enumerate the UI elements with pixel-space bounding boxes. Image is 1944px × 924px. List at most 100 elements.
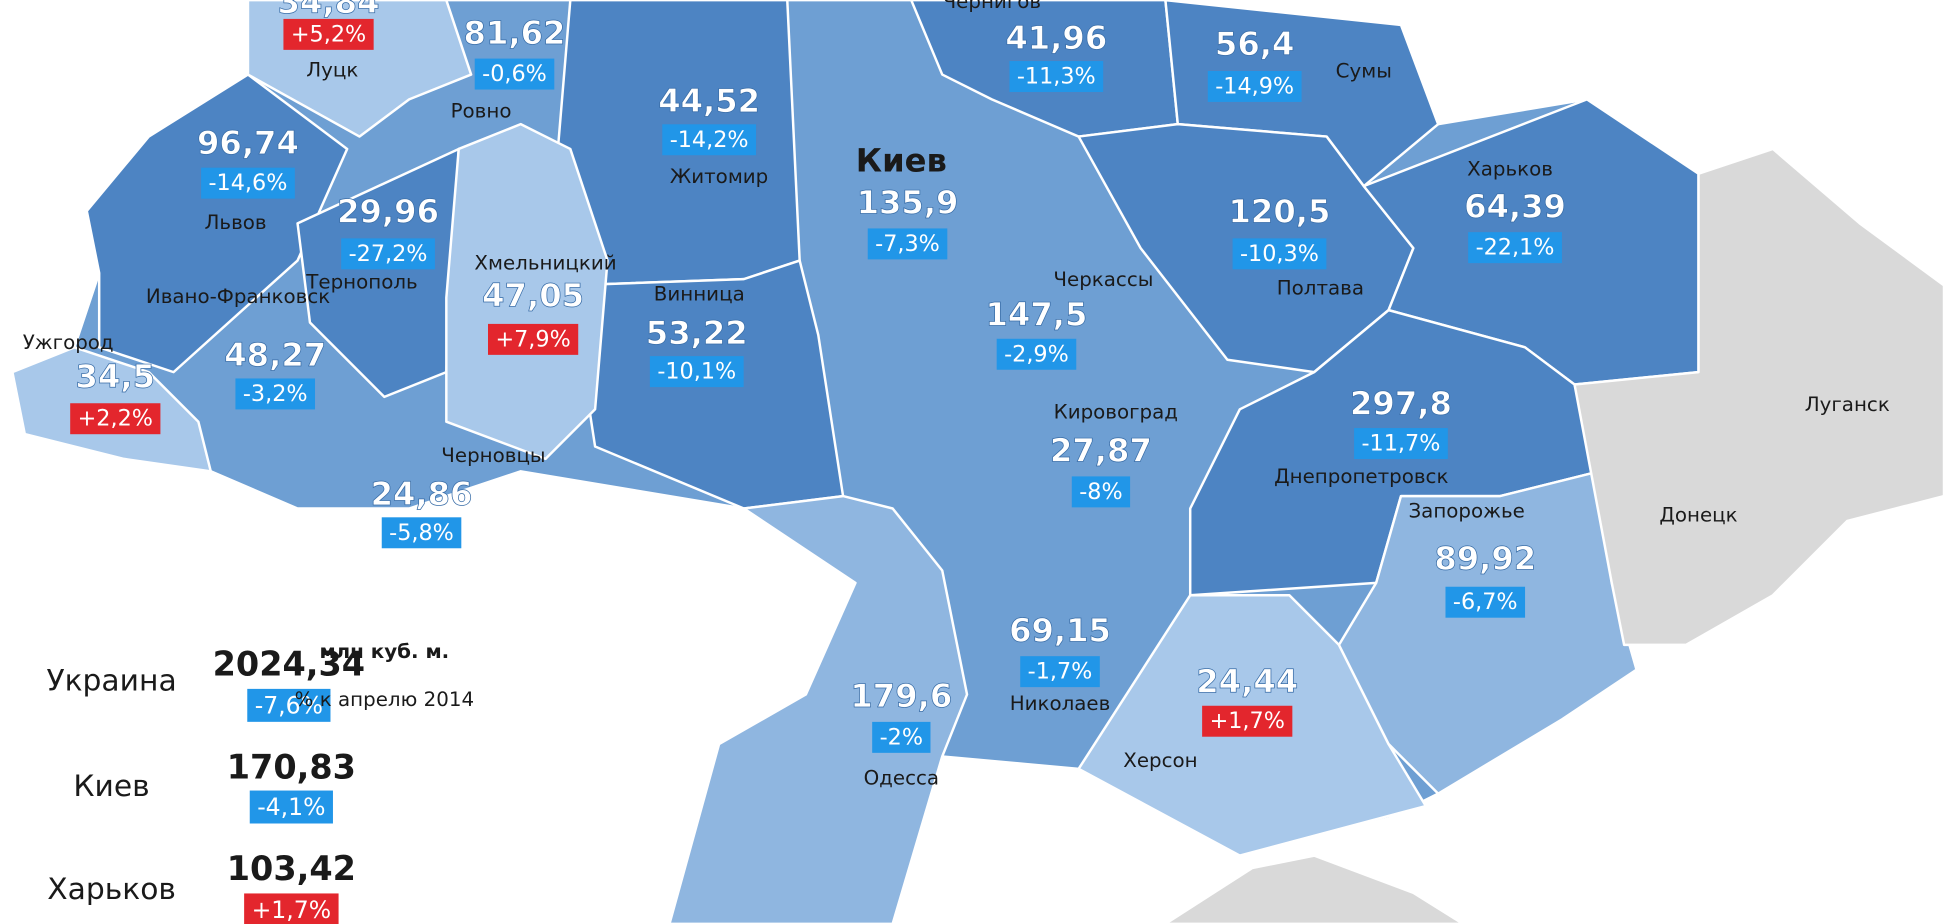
region-value: 34,5 xyxy=(76,357,156,395)
change-label: -7,6% xyxy=(255,691,323,719)
change-label: -2% xyxy=(880,724,923,750)
badge-box xyxy=(662,124,757,156)
change-label: -27,2% xyxy=(349,241,428,267)
region-value: 64,39 xyxy=(1464,187,1566,225)
region-name: Тернополь xyxy=(305,270,417,293)
region-value: 34,84 xyxy=(278,0,380,21)
legend-note: % к апрелю 2014 xyxy=(295,688,474,711)
change-label: -14,9% xyxy=(1215,73,1294,99)
region-shape xyxy=(668,494,969,924)
change-badge: -6,7% xyxy=(1445,586,1526,618)
region-name: Ровно xyxy=(451,99,512,122)
badge-box xyxy=(249,790,333,824)
region-name: Днепропетровск xyxy=(1274,465,1448,488)
region-value: 48,27 xyxy=(224,336,326,374)
change-badge: +7,9% xyxy=(488,323,579,355)
region-name: Николаев xyxy=(1010,692,1111,715)
change-badge: -11,7% xyxy=(1354,428,1448,460)
change-label: -0,6% xyxy=(482,61,547,87)
region-shape xyxy=(1573,147,1944,647)
region-name: Запорожье xyxy=(1408,500,1524,523)
region-shape xyxy=(85,73,349,374)
region-name: Херсон xyxy=(1123,749,1197,772)
change-badge: -4,1% xyxy=(249,790,333,824)
region-name: Черновцы xyxy=(441,444,545,467)
badge-box xyxy=(488,323,579,355)
change-label: -4,1% xyxy=(257,793,325,821)
region-name: Сумы xyxy=(1336,60,1392,83)
badge-box xyxy=(244,893,339,924)
change-badge: -5,8% xyxy=(381,517,462,549)
region-value: 81,62 xyxy=(464,14,566,52)
badge-box xyxy=(1232,238,1327,270)
change-badge: -14,9% xyxy=(1207,70,1302,102)
region-value: 56,4 xyxy=(1215,25,1294,63)
region-shape xyxy=(1337,470,1638,795)
change-label: +2,2% xyxy=(78,406,153,432)
region-name: Одесса xyxy=(864,766,939,789)
region-value: 44,52 xyxy=(658,82,760,120)
region-value: 297,8 xyxy=(1350,385,1452,423)
region-value: 24,44 xyxy=(1196,662,1298,700)
region-name: Львов xyxy=(205,211,267,234)
change-badge: -10,3% xyxy=(1232,238,1327,270)
change-label: -6,7% xyxy=(1453,589,1518,615)
change-label: -5,8% xyxy=(389,520,454,546)
change-label: -11,3% xyxy=(1017,64,1096,90)
change-badge: -7,3% xyxy=(867,228,948,260)
change-label: -14,2% xyxy=(670,127,749,153)
change-badge: -14,6% xyxy=(201,167,295,199)
change-badge: -10,1% xyxy=(649,356,744,388)
region-value: 41,96 xyxy=(1005,19,1107,57)
change-badge: -3,2% xyxy=(235,378,316,410)
legend-name: Харьков xyxy=(47,872,176,907)
region-value: 179,6 xyxy=(850,677,952,715)
change-badge: -2% xyxy=(872,721,931,753)
badge-box xyxy=(867,228,948,260)
change-label: -7,3% xyxy=(875,231,940,257)
change-badge: -14,2% xyxy=(662,124,757,156)
region-value: 53,22 xyxy=(646,314,748,352)
region-name: Ивано-Франковск xyxy=(146,285,330,308)
change-label: -3,2% xyxy=(243,381,308,407)
change-badge: -27,2% xyxy=(341,238,435,270)
change-label: -2,9% xyxy=(1004,341,1069,367)
badge-box xyxy=(381,517,462,549)
region-value: 27,87 xyxy=(1050,432,1152,470)
badge-box xyxy=(70,403,161,435)
region-value: 47,05 xyxy=(482,277,584,315)
change-label: -1,7% xyxy=(1028,659,1093,685)
region-name: Луганск xyxy=(1805,393,1890,416)
region-name: Донецк xyxy=(1659,503,1737,526)
badge-box xyxy=(872,721,931,753)
region-shape xyxy=(445,122,609,461)
labels: Луцк 34,84+5,2% Ровно 81,62 -0,6% Житомир 44,5… xyxy=(23,0,1890,924)
change-badge: -11,3% xyxy=(1009,61,1104,93)
region-value: 120,5 xyxy=(1229,192,1331,230)
region-value: 135,9 xyxy=(857,184,959,222)
change-badge: -2,9% xyxy=(996,338,1077,370)
badge-box xyxy=(283,18,374,50)
change-badge: +1,7% xyxy=(1202,705,1293,737)
change-label: -22,1% xyxy=(1476,235,1555,261)
change-label: -11,7% xyxy=(1362,431,1441,457)
legend-name: Киев xyxy=(73,769,149,804)
region-name: Луцк xyxy=(306,58,358,81)
badge-box xyxy=(1468,232,1562,264)
badge-box xyxy=(1020,656,1100,688)
change-label: -14,6% xyxy=(209,170,288,196)
region-name: Винница xyxy=(654,283,745,306)
region-name: Харьков xyxy=(1467,158,1553,181)
change-badge: +2,2% xyxy=(70,403,161,435)
badge-box xyxy=(1354,428,1448,460)
badge-box xyxy=(1202,705,1293,737)
badge-box xyxy=(996,338,1077,370)
change-label: -10,1% xyxy=(657,359,736,385)
region-name: Киев xyxy=(856,142,947,180)
badge-box xyxy=(1009,61,1104,93)
legend-value: 103,42 xyxy=(227,849,356,888)
region-name: Хмельницкий xyxy=(474,252,616,275)
badge-box xyxy=(1445,586,1526,618)
